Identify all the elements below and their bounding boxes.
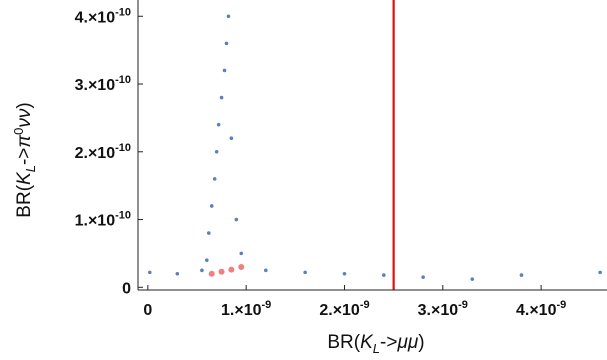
series-0-point-2 <box>206 231 211 235</box>
x-ticks: 0 1.×10-9 2.×10-9 3.×10-9 4.×10-9 <box>143 285 566 319</box>
series-0-point-3 <box>209 204 214 208</box>
series-0-point-12 <box>234 217 239 222</box>
series-0-point-11 <box>229 136 234 141</box>
series-1-point-2 <box>228 266 235 273</box>
series-0-point-16 <box>342 271 347 276</box>
x-tick-label-4: 4.×10-9 <box>516 299 566 319</box>
series-1-point-0 <box>208 270 215 277</box>
series-0-point-14 <box>264 268 268 273</box>
series-0-point-7 <box>219 95 224 100</box>
y-tick-label-0: 0 <box>122 280 131 297</box>
series-0-point-6 <box>216 122 221 127</box>
y-tick-label-2: 2.×10-10 <box>75 142 131 162</box>
series-0-point-4 <box>212 177 217 181</box>
x-tick-label-3: 3.×10-9 <box>418 299 468 319</box>
series-0-point-22 <box>147 270 152 275</box>
series-0-point-15 <box>303 270 307 275</box>
y-axis-title: BR(KL->π0νν) <box>11 102 38 217</box>
series-1-point-1 <box>218 268 225 275</box>
series-0-point-9 <box>224 41 229 46</box>
series-0-point-1 <box>205 258 209 262</box>
y-tick-label-1: 1.×10-10 <box>75 210 131 230</box>
series-0-point-13 <box>239 251 244 256</box>
series-0-point-20 <box>519 273 524 277</box>
series-0-point-23 <box>175 271 180 276</box>
series-0-point-21 <box>598 270 602 275</box>
x-tick-label-0: 0 <box>143 302 152 319</box>
series-0-point-8 <box>222 68 227 73</box>
x-axis-title: BR(KL->μμ) <box>327 332 424 356</box>
series-0-point-0 <box>200 268 204 273</box>
axes: 0 1.×10-9 2.×10-9 3.×10-9 4.×10-9 0 1.×10-10 2… <box>75 0 607 319</box>
series-0-point-17 <box>382 273 386 277</box>
x-tick-label-1: 1.×10-9 <box>221 299 271 319</box>
y-tick-label-4: 4.×10-10 <box>75 6 131 26</box>
y-ticks: 0 1.×10-10 2.×10-10 3.×10-10 4.×10-10 <box>75 6 143 297</box>
x-tick-label-2: 2.×10-9 <box>319 299 369 319</box>
data-points <box>147 14 602 281</box>
y-tick-label-3: 3.×10-10 <box>75 74 131 94</box>
series-0-point-10 <box>226 14 231 19</box>
series-1-point-3 <box>238 263 245 270</box>
series-0-point-18 <box>421 275 425 279</box>
series-0-point-5 <box>214 149 219 154</box>
series-0-point-19 <box>470 277 475 281</box>
